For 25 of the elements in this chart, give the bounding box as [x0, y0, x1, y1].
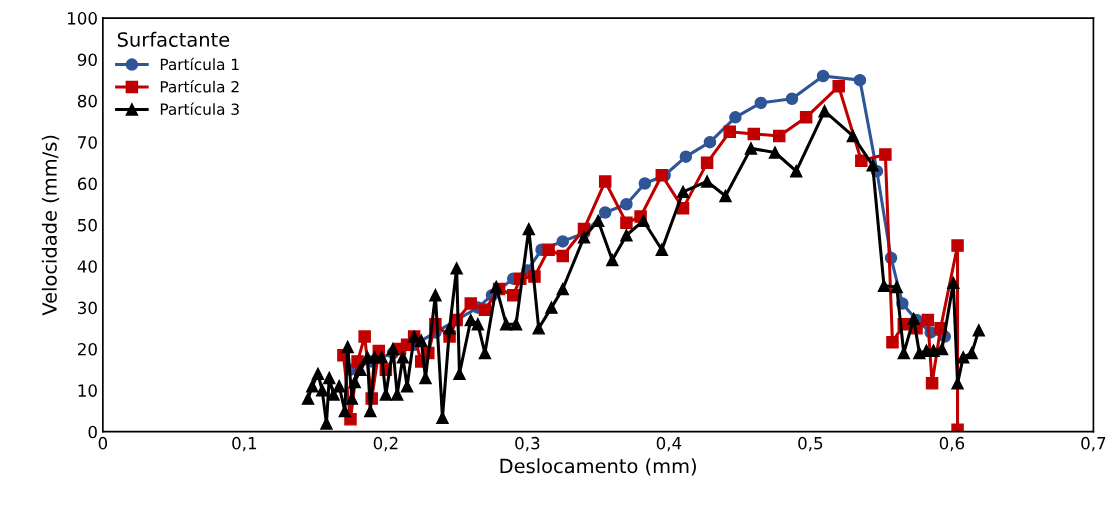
y-tick-label: 70: [78, 136, 97, 149]
x-axis-title: Deslocamento (mm): [500, 458, 696, 476]
y-axis-title: Velocidade (mm/s): [41, 135, 60, 316]
y-tick-label: 0: [88, 425, 97, 439]
x-tick-label: 0,3: [515, 436, 540, 452]
y-tick-label: 100: [68, 12, 97, 25]
y-tick-label: 20: [78, 342, 97, 356]
legend-label: Partícula 2: [160, 80, 239, 93]
y-tick-label: 50: [78, 218, 97, 232]
y-tick-label: 80: [77, 94, 97, 108]
y-tick-label: 10: [78, 384, 97, 397]
y-tick-label: 60: [77, 177, 97, 191]
x-tick-label: 0,6: [939, 436, 965, 452]
x-tick-label: 0,4: [656, 436, 682, 452]
x-tick-label: 0,1: [232, 436, 257, 452]
y-tick-label: 90: [77, 53, 97, 67]
legend-label: Partícula 3: [160, 102, 239, 115]
legend-label: Partícula 1: [160, 57, 239, 71]
x-tick-label: 0,2: [373, 436, 398, 452]
legend-title: Surfactante: [117, 31, 230, 47]
x-tick-label: 0,5: [798, 436, 823, 452]
x-tick-label: 0: [98, 436, 108, 450]
y-tick-label: 40: [77, 260, 97, 273]
x-tick-label: 0,7: [1081, 436, 1106, 452]
y-tick-label: 30: [78, 301, 97, 315]
